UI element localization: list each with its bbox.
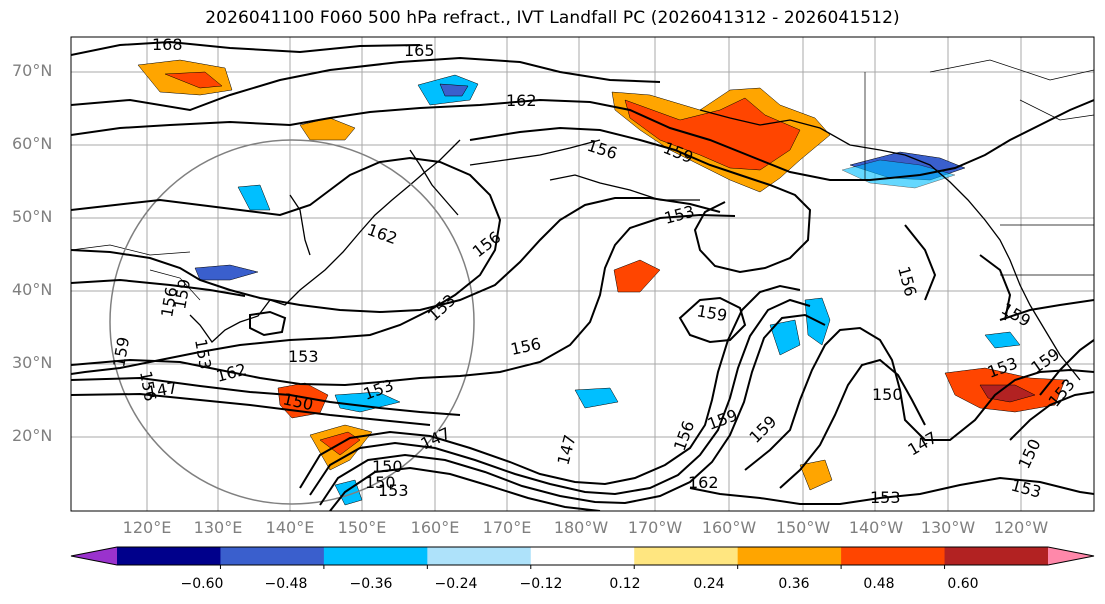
lon-label: 120°W <box>993 518 1049 537</box>
lon-label: 150°E <box>337 518 387 537</box>
contour-label: 165 <box>404 41 435 60</box>
colorbar-tick-label: −0.60 <box>180 576 224 592</box>
colorbar-segment <box>634 547 739 565</box>
colorbar-segment <box>530 547 635 565</box>
colorbar-segment <box>427 547 532 565</box>
contour-label: 153 <box>870 488 901 507</box>
colorbar <box>70 546 1095 569</box>
anomaly-patch-gulf-cyan <box>841 159 956 189</box>
contour-label: 150 <box>372 457 403 476</box>
lon-label: 160°E <box>410 518 460 537</box>
anomaly-patch-japan-blue <box>194 264 259 281</box>
colorbar-segment <box>220 547 325 565</box>
coastlines <box>189 109 1081 381</box>
colorbar-tick-label: 0.48 <box>863 576 895 592</box>
anomaly-patch-pacific-cyan <box>769 319 801 356</box>
lon-label: 170°E <box>482 518 532 537</box>
colorbar-extend-min <box>71 547 117 565</box>
contour-label: 153 <box>288 347 319 366</box>
colorbar-segment <box>841 547 946 565</box>
colorbar-tick-label: −0.36 <box>349 576 393 592</box>
map-frame <box>70 36 1095 512</box>
contour-label: 168 <box>152 35 183 54</box>
anomaly-patch-bering-indigo <box>439 83 469 97</box>
anomaly-patch-central-cyan <box>574 387 619 409</box>
colorbar-segment <box>117 547 221 565</box>
lon-label: 180°W <box>553 518 609 537</box>
colorbar-extend-max <box>1048 547 1094 565</box>
lat-label: 40°N <box>12 280 53 299</box>
colorbar-tick-label: 0.24 <box>693 576 725 592</box>
colorbar-outline <box>70 546 1095 566</box>
lon-label: 120°E <box>122 518 172 537</box>
colorbar-segment <box>737 547 842 565</box>
colorbar-tick-label: −0.12 <box>519 576 563 592</box>
contour-label: 162 <box>688 473 719 492</box>
lon-label: 150°W <box>775 518 831 537</box>
colorbar-tick-label: 0.60 <box>947 576 979 592</box>
anomaly-patch-hawaii-orange <box>799 459 833 491</box>
contour-label: 153 <box>378 481 409 500</box>
plot-title: 2026041100 F060 500 hPa refract., IVT La… <box>205 8 900 28</box>
lat-label: 20°N <box>12 426 53 445</box>
contour-label: 162 <box>506 91 537 110</box>
colorbar-tick-label: 0.12 <box>609 576 641 592</box>
lon-label: 140°W <box>848 518 904 537</box>
lon-label: 160°W <box>701 518 757 537</box>
lon-label: 170°W <box>627 518 683 537</box>
colorbar-tick-label: −0.24 <box>434 576 478 592</box>
anomaly-patch-alaska-core <box>624 97 801 171</box>
contour-label: 150 <box>872 385 903 404</box>
gridlines <box>71 37 1094 511</box>
lat-label: 60°N <box>12 134 53 153</box>
contour-label: 150 <box>365 473 396 492</box>
lat-label: 30°N <box>12 353 53 372</box>
anomaly-patch-west-coast-cyan <box>984 331 1021 349</box>
borders <box>71 59 1094 301</box>
lon-label: 140°E <box>265 518 315 537</box>
map-plot-area: 168 165 162 162 156 159 153 156 153 156 … <box>70 35 1095 512</box>
anomaly-patch-pacific-orange <box>613 259 661 293</box>
lon-label: 130°W <box>920 518 976 537</box>
colorbar-segment <box>944 547 1049 565</box>
anomaly-patch-west-red <box>164 71 223 89</box>
colorbar-tick-label: −0.48 <box>264 576 308 592</box>
contours <box>71 40 1094 511</box>
lon-label: 130°E <box>193 518 243 537</box>
colorbar-tick-label: 0.36 <box>778 576 810 592</box>
range-circle <box>109 139 475 505</box>
lat-label: 70°N <box>12 61 53 80</box>
anomaly-patch-siberia-cyan <box>237 184 271 211</box>
lat-label: 50°N <box>12 207 53 226</box>
colorbar-segment <box>323 547 428 565</box>
